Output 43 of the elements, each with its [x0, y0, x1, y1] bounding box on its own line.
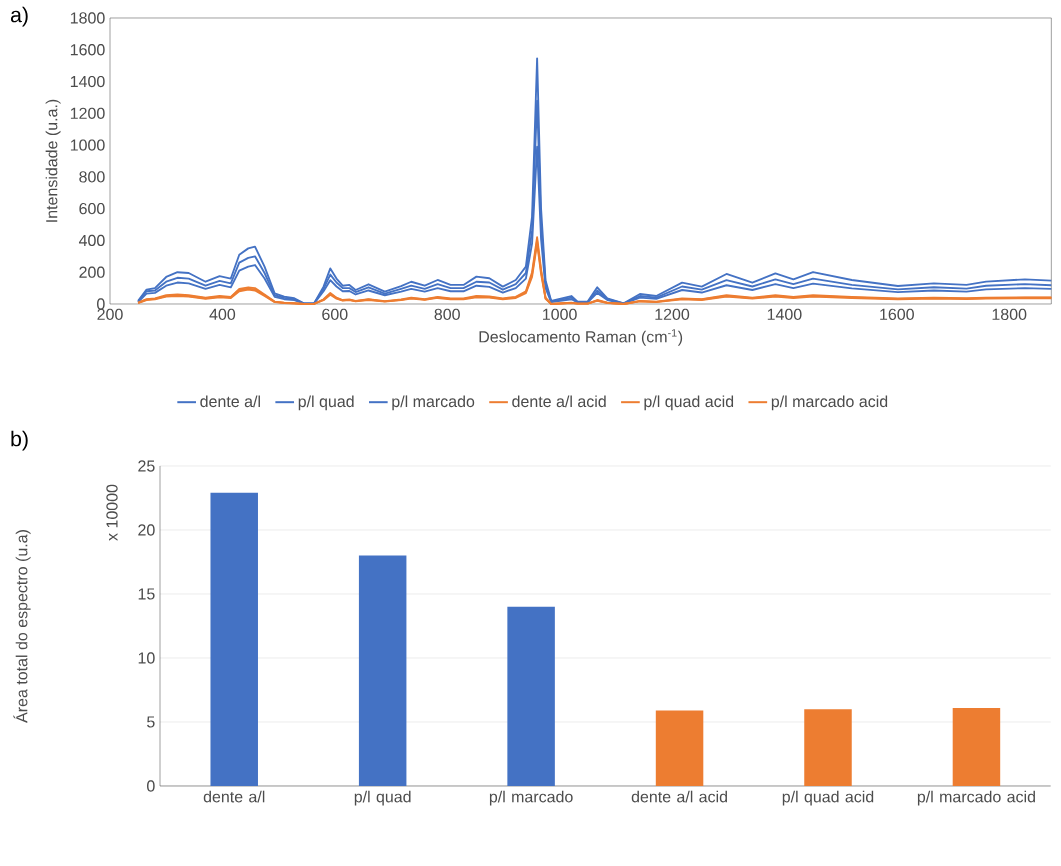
legend-label: p/l marcado acid: [771, 395, 888, 411]
x-tick-label: p/l marcado: [489, 790, 573, 806]
y-tick-label: 0: [97, 298, 105, 310]
x-tick-label: 600: [322, 308, 348, 321]
y-tick-label: 400: [78, 234, 105, 247]
x-tick-label: 1200: [655, 308, 690, 321]
x-tick-label: 400: [209, 308, 236, 321]
y-tick-label: 1800: [70, 12, 105, 24]
x-tick-label: 1600: [880, 308, 914, 321]
y-tick-label: 600: [79, 202, 105, 215]
y-tick-label: 1000: [70, 139, 105, 151]
x-axis-title: Deslocamento Raman (cm$^{-1}$): [479, 329, 683, 346]
y-axis-title: Intensidade (u.a.): [45, 99, 61, 222]
x-tick-label: 200: [97, 308, 123, 321]
x-tick-label: dente a/l: [203, 790, 265, 803]
legend-label: p/l marcado: [392, 395, 475, 411]
y-axis-title: Área total do espectro (u.a): [13, 530, 31, 723]
y-tick-label: 10: [138, 652, 155, 664]
y-tick-label: 5: [147, 716, 155, 728]
y-tick-label: 200: [79, 266, 105, 278]
x-tick-label: p/l marcado acid: [917, 790, 1035, 806]
y-tick-label: 1600: [70, 44, 105, 56]
y-tick-label: 25: [138, 460, 155, 472]
text: b): [11, 430, 28, 451]
x-tick-label: 1400: [767, 308, 802, 321]
y-tick-label: 0: [147, 780, 155, 792]
legend-label: p/l quad acid: [644, 395, 734, 411]
y-tick-label: 1400: [70, 75, 105, 88]
y-tick-label: 20: [138, 524, 155, 536]
y-tick-label: 1200: [70, 107, 105, 119]
legend-label: p/l quad: [298, 395, 354, 411]
x-tick-label: p/l quad: [354, 790, 411, 806]
text: x 10000: [106, 484, 118, 541]
x-tick-label: 800: [434, 308, 460, 321]
text: a): [10, 6, 28, 27]
x-tick-label: 1000: [543, 308, 577, 321]
legend-label: dente a/l: [200, 395, 260, 408]
y-tick-label: 15: [138, 588, 155, 600]
y-tick-label: 800: [79, 171, 105, 183]
x-tick-label: p/l quad acid: [782, 790, 874, 806]
legend-label: dente a/l acid: [512, 395, 606, 408]
x-tick-label: 1800: [992, 308, 1027, 321]
x-tick-label: dente a/l acid: [631, 790, 727, 803]
